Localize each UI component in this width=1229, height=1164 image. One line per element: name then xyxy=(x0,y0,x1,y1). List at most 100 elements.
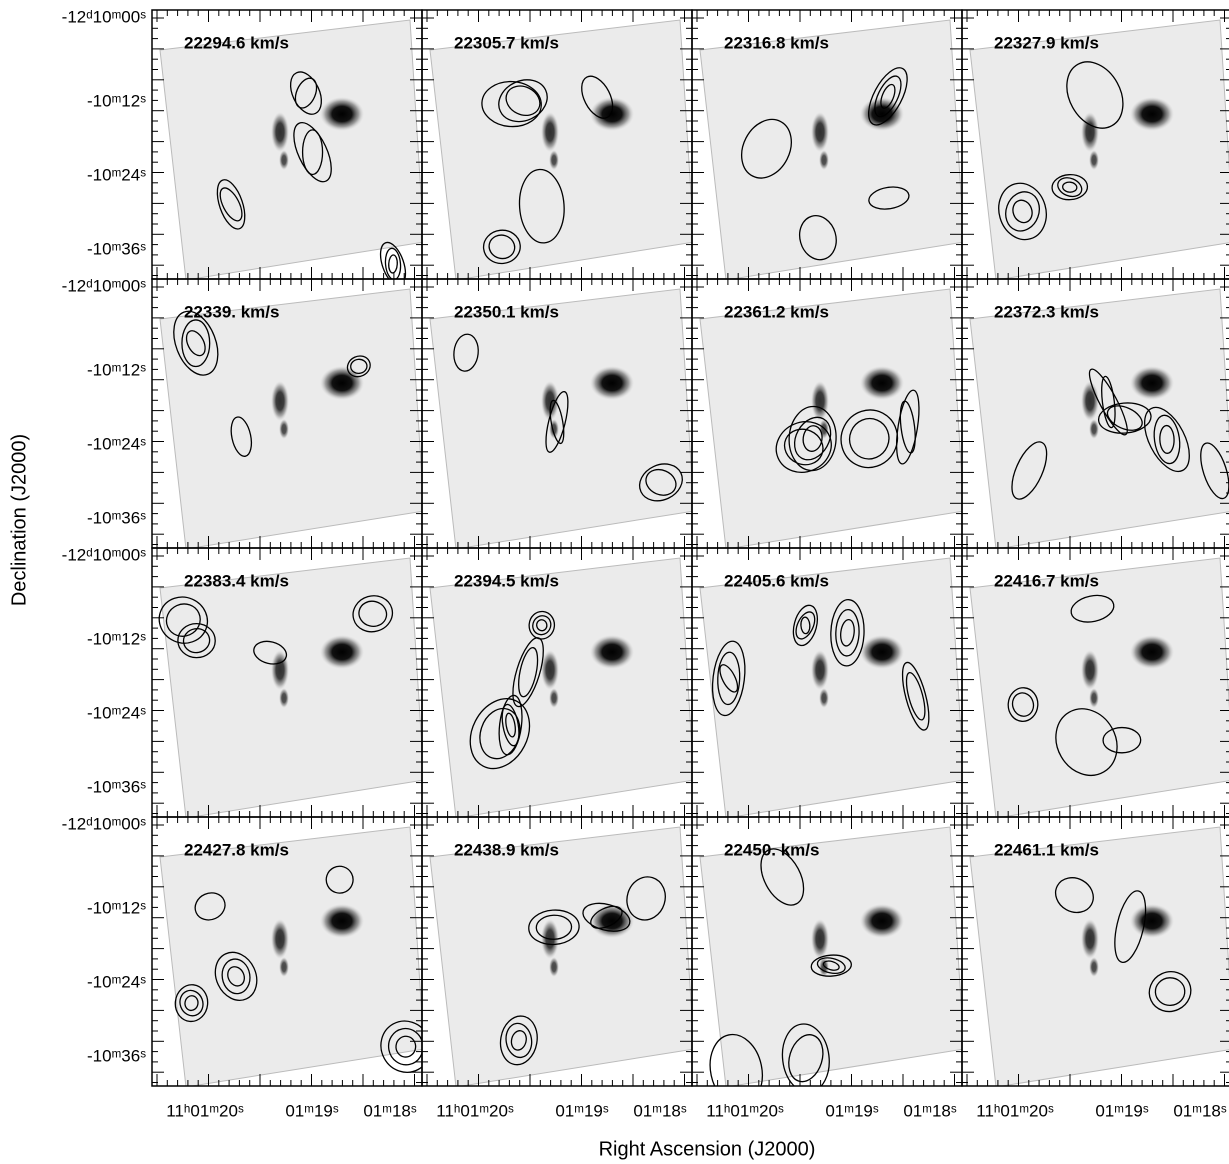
panel-image xyxy=(430,20,694,280)
panel-image xyxy=(152,558,424,818)
panel-image xyxy=(700,20,964,280)
galaxy xyxy=(811,112,829,152)
galaxy xyxy=(279,419,289,439)
galaxy xyxy=(1130,366,1174,400)
optical-image xyxy=(970,289,1229,549)
x-tick-label: 11ʰ01ᵐ20ˢ xyxy=(166,1101,244,1120)
galaxy xyxy=(320,904,364,938)
galaxy xyxy=(549,150,559,170)
panel-image xyxy=(160,289,424,549)
galaxy xyxy=(1130,635,1174,669)
optical-image xyxy=(160,289,424,549)
galaxy xyxy=(811,650,829,690)
y-tick-label: -12ᵈ10ᵐ00ˢ xyxy=(62,545,147,564)
x-tick-label: 01ᵐ19ˢ xyxy=(825,1101,879,1120)
panel: 22372.3 km/s xyxy=(962,279,1229,549)
galaxy xyxy=(860,97,904,131)
panel-label: 22327.9 km/s xyxy=(994,33,1099,52)
panel-label: 22372.3 km/s xyxy=(994,302,1099,321)
galaxy xyxy=(1089,419,1099,439)
x-tick-label: 01ᵐ19ˢ xyxy=(1095,1101,1149,1120)
contour xyxy=(388,255,397,273)
y-tick-label: -10ᵐ12ˢ xyxy=(87,629,146,648)
x-tick-label: 11ʰ01ᵐ20ˢ xyxy=(706,1101,784,1120)
optical-image xyxy=(430,558,694,818)
panel-image xyxy=(970,289,1229,549)
panel-label: 22461.1 km/s xyxy=(994,840,1099,859)
panel: 22327.9 km/s xyxy=(962,10,1229,280)
galaxy xyxy=(279,688,289,708)
panel-label: 22405.6 km/s xyxy=(724,571,829,590)
x-axis-title: Right Ascension (J2000) xyxy=(599,1138,816,1160)
galaxy xyxy=(811,381,829,421)
galaxy xyxy=(590,635,634,669)
galaxy xyxy=(1130,97,1174,131)
galaxy xyxy=(541,112,559,152)
x-tick-label: 01ᵐ19ˢ xyxy=(555,1101,609,1120)
x-tick-label: 01ᵐ18ˢ xyxy=(903,1101,957,1120)
panel-label: 22383.4 km/s xyxy=(184,571,289,590)
y-tick-label: -10ᵐ12ˢ xyxy=(87,91,146,110)
y-tick-label: -10ᵐ12ˢ xyxy=(87,898,146,917)
panel-image xyxy=(160,20,424,289)
panel-label: 22450. km/s xyxy=(724,840,819,859)
panel: 22416.7 km/s xyxy=(962,548,1229,818)
optical-image xyxy=(160,20,424,280)
optical-image xyxy=(430,827,694,1087)
galaxy xyxy=(320,97,364,131)
x-tick-label: 01ᵐ18ˢ xyxy=(633,1101,687,1120)
galaxy xyxy=(320,366,364,400)
galaxy xyxy=(819,150,829,170)
channel-map-figure: Right Ascension (J2000) Declination (J20… xyxy=(0,0,1229,1164)
panel: 22383.4 km/s xyxy=(152,548,424,818)
galaxy xyxy=(279,150,289,170)
galaxy xyxy=(271,381,289,421)
galaxy xyxy=(860,635,904,669)
optical-image xyxy=(160,827,424,1087)
galaxy xyxy=(1089,688,1099,708)
optical-image xyxy=(970,20,1229,280)
y-tick-label: -10ᵐ24ˢ xyxy=(87,703,146,722)
y-tick-label: -10ᵐ24ˢ xyxy=(87,434,146,453)
panel: 22450. km/s xyxy=(692,817,964,1111)
panel: 22294.6 km/s xyxy=(152,10,424,289)
panel-label: 22427.8 km/s xyxy=(184,840,289,859)
panel: 22427.8 km/s xyxy=(152,817,440,1087)
panel-label: 22339. km/s xyxy=(184,302,279,321)
panel-image xyxy=(970,20,1229,280)
panel-label: 22394.5 km/s xyxy=(454,571,559,590)
galaxy xyxy=(271,919,289,959)
panel: 22361.2 km/s xyxy=(692,279,964,549)
panel: 22405.6 km/s xyxy=(692,548,964,818)
galaxy xyxy=(860,366,904,400)
y-tick-label: -10ᵐ36ˢ xyxy=(87,508,146,527)
panel-image xyxy=(430,558,694,818)
y-tick-label: -10ᵐ36ˢ xyxy=(87,1046,146,1065)
panel-label: 22350.1 km/s xyxy=(454,302,559,321)
panel: 22316.8 km/s xyxy=(692,10,964,280)
optical-image xyxy=(160,558,424,818)
panel-image xyxy=(160,827,440,1087)
panel-image xyxy=(430,827,694,1087)
galaxy xyxy=(860,904,904,938)
panel-label: 22316.8 km/s xyxy=(724,33,829,52)
panel-image xyxy=(700,289,964,549)
y-tick-label: -12ᵈ10ᵐ00ˢ xyxy=(62,276,147,295)
x-tick-label: 01ᵐ19ˢ xyxy=(285,1101,339,1120)
galaxy xyxy=(1081,381,1099,421)
optical-image xyxy=(970,827,1229,1087)
galaxy xyxy=(320,635,364,669)
panel-image xyxy=(700,558,964,818)
galaxy xyxy=(1081,112,1099,152)
optical-image xyxy=(970,558,1229,818)
panel-label: 22438.9 km/s xyxy=(454,840,559,859)
x-tick-label: 11ʰ01ᵐ20ˢ xyxy=(976,1101,1054,1120)
y-tick-label: -12ᵈ10ᵐ00ˢ xyxy=(62,7,147,26)
galaxy xyxy=(811,919,829,959)
panel-image xyxy=(970,827,1229,1087)
galaxy xyxy=(1081,650,1099,690)
galaxy xyxy=(590,366,634,400)
x-tick-label: 01ᵐ18ˢ xyxy=(363,1101,417,1120)
panel: 22339. km/s xyxy=(152,279,424,549)
y-tick-label: -10ᵐ12ˢ xyxy=(87,360,146,379)
